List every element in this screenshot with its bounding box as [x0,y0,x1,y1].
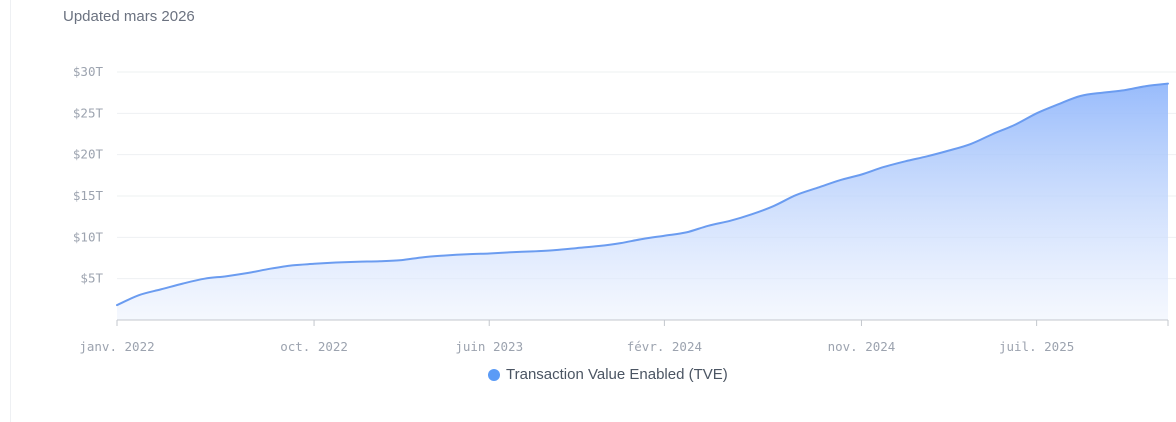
y-tick-label: $10T [73,229,104,244]
y-tick-label: $5T [80,271,103,286]
y-axis-labels: $5T $10T $15T $20T $25T $30T [73,64,104,286]
y-tick-label: $25T [73,105,104,120]
y-tick-label: $20T [73,147,104,162]
x-tick-label: juil. 2025 [999,339,1074,354]
x-axis [116,319,1169,326]
x-tick-label: févr. 2024 [627,339,702,354]
y-tick-label: $30T [73,64,104,79]
x-tick-label: juin 2023 [455,339,523,354]
x-tick-label: oct. 2022 [280,339,348,354]
y-tick-label: $15T [73,188,104,203]
legend[interactable]: Transaction Value Enabled (TVE) [488,366,728,383]
series-line [116,82,1169,307]
x-tick-label: nov. 2024 [828,339,896,354]
x-tick-label: janv. 2022 [79,339,154,354]
left-divider [10,0,11,422]
legend-dot-icon [488,368,500,381]
legend-label: Transaction Value Enabled (TVE) [506,366,728,383]
series-area [116,82,1169,320]
x-axis-labels: janv. 2022 oct. 2022 juin 2023 févr. 2024 no… [79,339,1074,354]
series-area-fill [117,83,1168,320]
updated-label: Updated mars 2026 [63,8,195,25]
